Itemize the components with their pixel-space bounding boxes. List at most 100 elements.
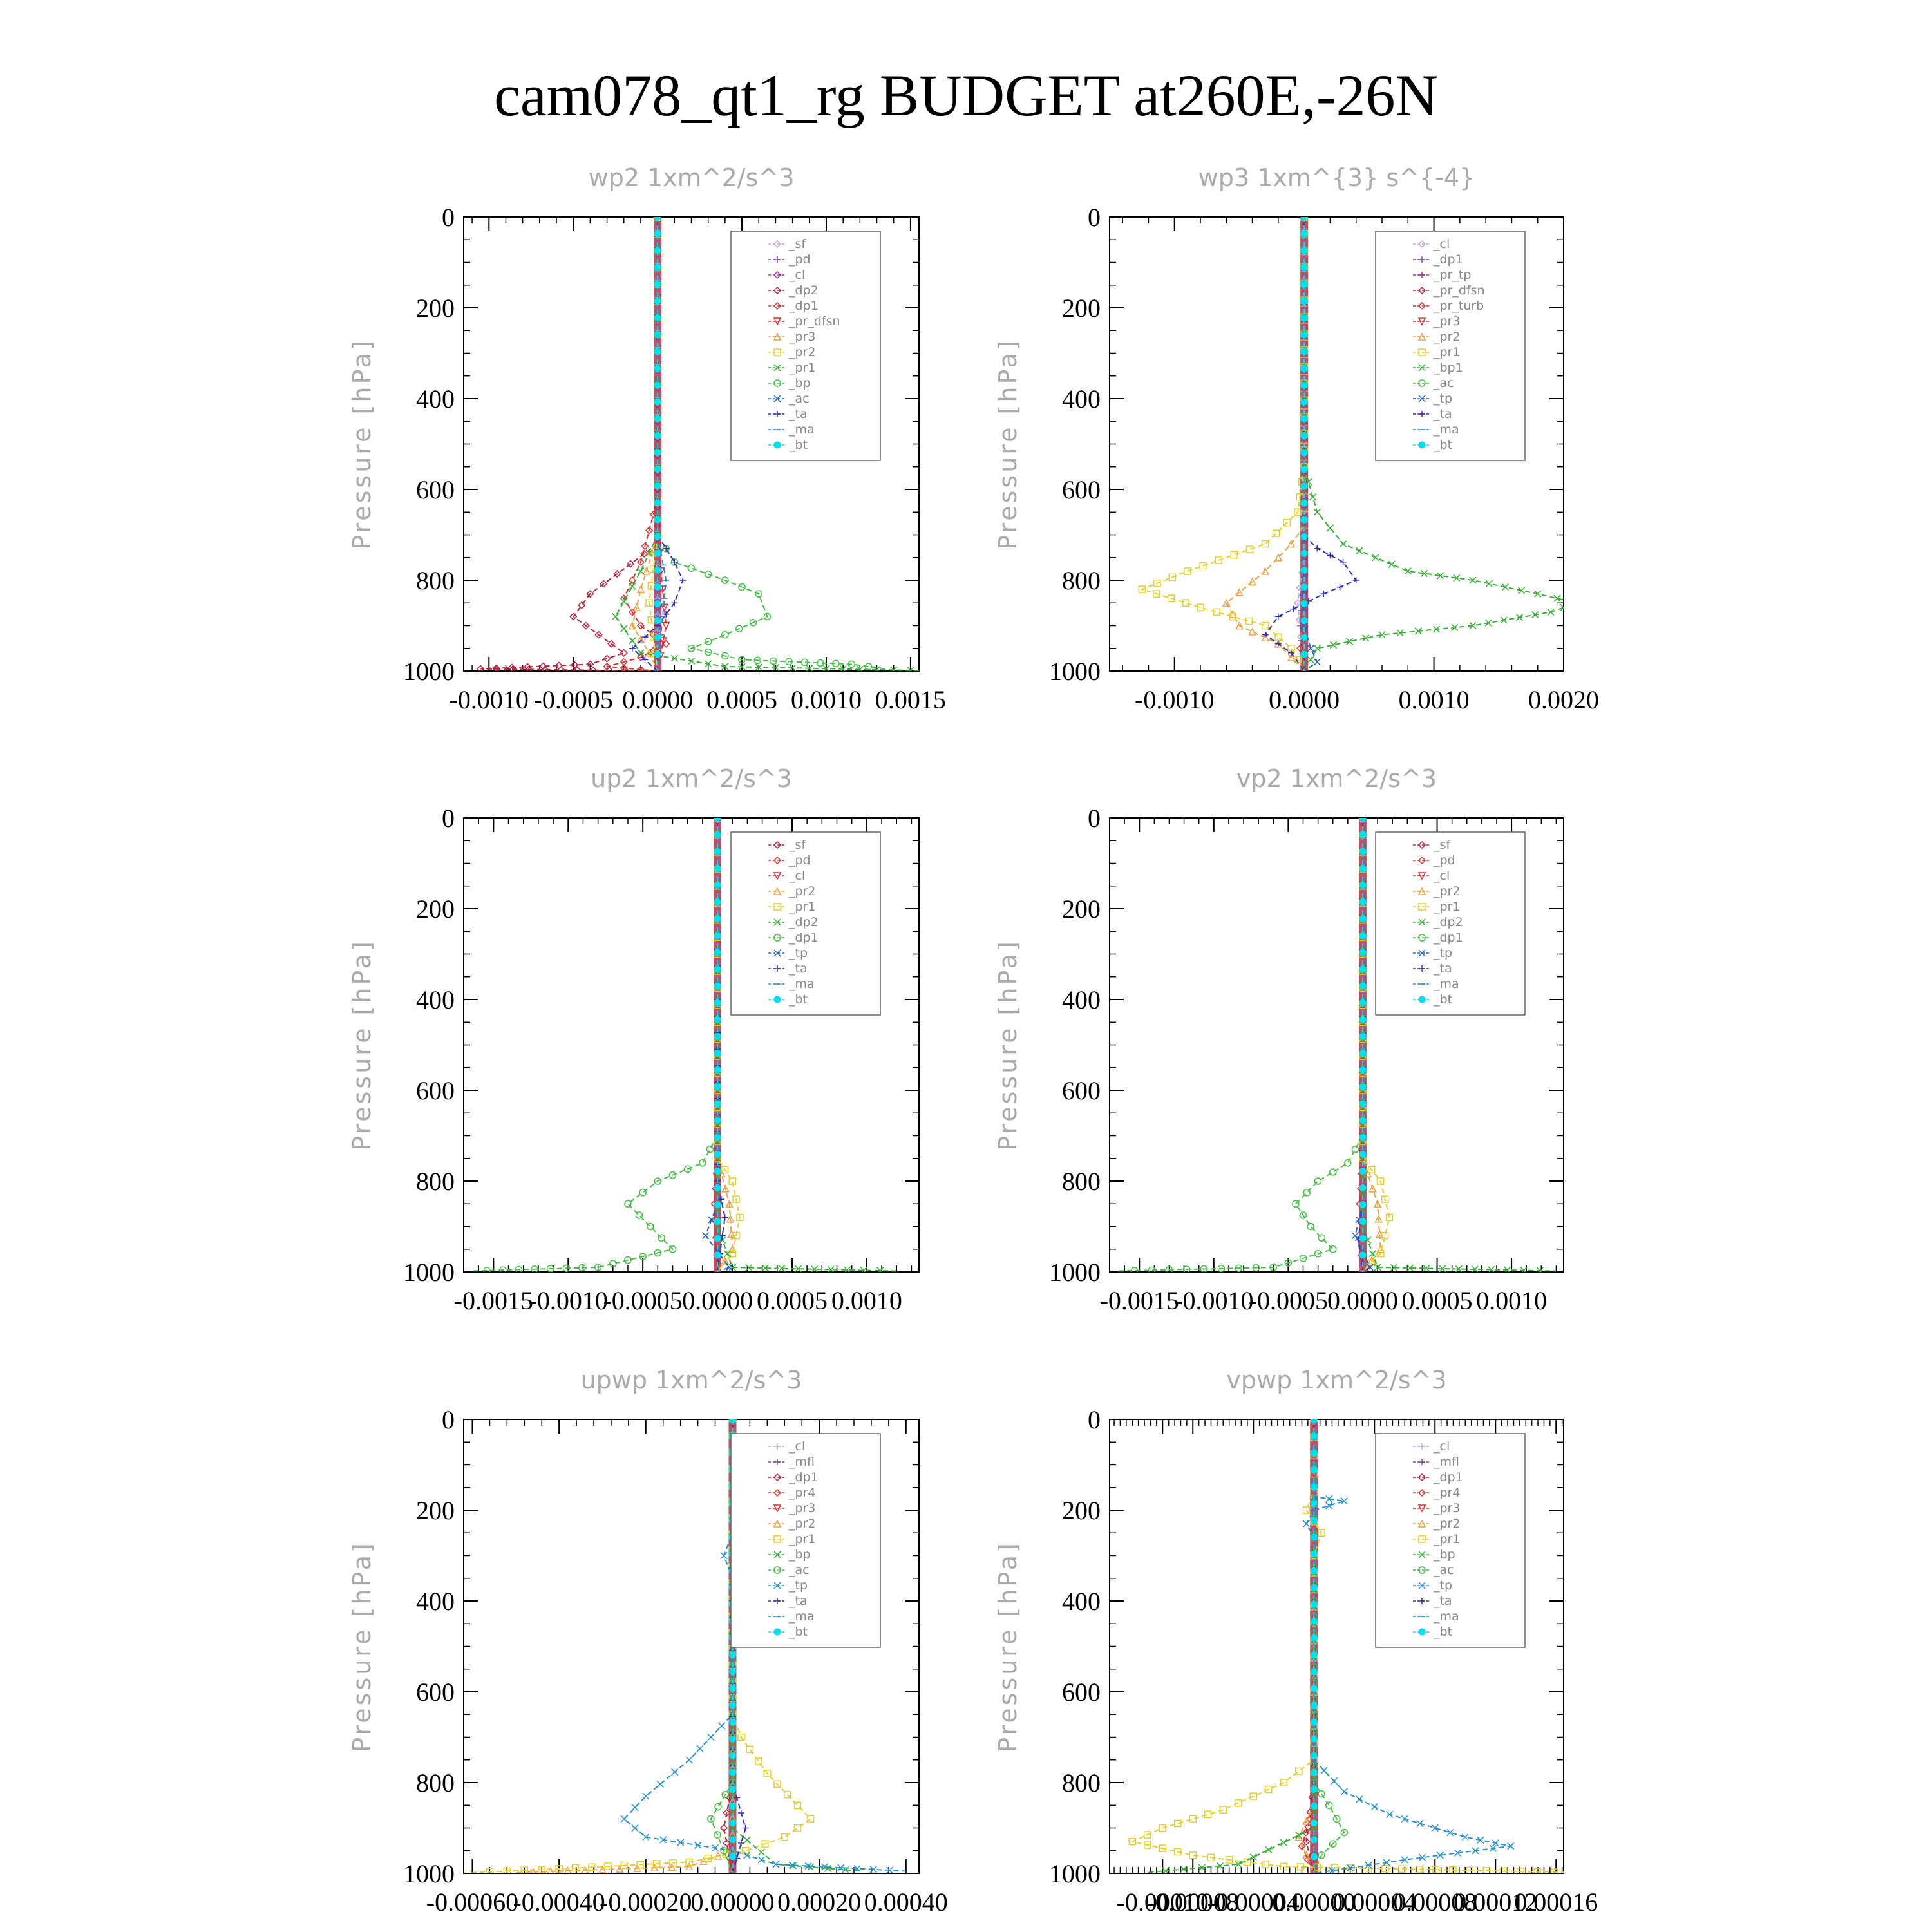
data-point [671,558,678,565]
data-point [1504,1266,1511,1272]
data-point [1340,558,1347,565]
x-tick-label: -0.0005 [534,685,613,714]
vp2-series-dp1-markers [1130,818,1367,1272]
data-point [785,658,793,666]
legend-marker [773,1488,782,1497]
legend-label: _bp1 [1433,361,1463,375]
data-point [745,1264,753,1272]
data-point [769,657,777,665]
legend-marker [773,1535,781,1543]
wp3-panel-title: wp3 1xm^{3} s^{-4} [1198,164,1475,192]
data-point [654,1249,662,1257]
data-point [704,570,712,578]
data-point [1229,612,1237,621]
data-point [1329,1840,1337,1848]
legend-marker [773,1473,782,1482]
data-point [714,881,721,889]
data-point [667,1862,676,1871]
data-point [1300,381,1308,389]
data-point [743,1836,751,1844]
data-point [654,449,661,457]
data-point [524,663,532,671]
data-point [738,663,746,671]
legend-marker [1419,1598,1425,1604]
data-point [1453,574,1461,582]
data-point [1560,603,1564,611]
data-point [1265,1785,1273,1794]
data-point [1300,549,1308,557]
data-point [1182,599,1190,607]
data-point [654,466,661,473]
legend-label: _ma [1433,977,1459,991]
data-point [1469,621,1477,630]
data-point [714,1083,721,1091]
data-point [788,1861,796,1869]
data-point [720,1551,728,1560]
data-point [1261,540,1269,548]
x-tick-label: -0.0015 [454,1286,533,1315]
data-point [1416,1819,1424,1827]
data-point [515,1265,523,1272]
data-point [728,1668,736,1676]
data-point [1359,965,1367,973]
data-point [1469,576,1477,584]
legend-marker [1419,411,1425,417]
legend-marker [1418,1535,1426,1543]
data-point [1283,518,1291,527]
data-point [1336,583,1343,591]
x-tick-label: 0.0020 [1528,685,1599,714]
data-point [1213,608,1220,616]
legend-label: _pr1 [1433,345,1460,359]
vp2-series-tp-line [1354,818,1371,1272]
data-point [1507,1842,1515,1850]
data-point [641,656,649,663]
data-point [598,1865,607,1873]
data-point [1363,1169,1372,1177]
data-point [1189,1852,1197,1859]
data-point [1262,1861,1269,1868]
data-point [811,1265,819,1272]
data-point [685,1858,693,1866]
data-point [1351,1145,1359,1153]
data-point [1222,598,1231,607]
data-point [1366,1264,1374,1271]
legend-marker [1418,949,1426,957]
y-tick-label: 1000 [1049,657,1101,686]
legend-label: _ta [788,961,808,976]
wp2-series-dp2-markers [477,217,662,671]
x-tick-label: 0.0005 [757,1286,828,1315]
data-point [662,621,670,630]
data-point [1347,1864,1356,1872]
data-point [1300,516,1308,524]
data-point [609,1260,617,1268]
data-point [1310,1567,1318,1575]
y-tick-label: 600 [416,475,455,504]
x-tick-label: -0.0010 [529,1286,608,1315]
data-point [755,1757,762,1765]
data-point [620,625,628,632]
legend-label: _cl [788,1439,805,1454]
legend-label: _ta [788,1594,808,1608]
y-tick-label: 1000 [403,657,455,686]
data-point [654,217,661,221]
x-tick-label: -0.00008 [1147,1888,1239,1917]
data-point [636,621,645,630]
data-point [669,1859,677,1867]
legend-label: _dp1 [1433,1470,1463,1484]
legend-label: _cl [1433,869,1450,883]
data-point [557,666,565,671]
data-point [654,1177,662,1185]
legend-label: _pd [788,853,811,867]
data-point [728,1701,736,1709]
legend-label: _pr1 [788,900,815,914]
data-point [654,230,661,238]
data-point [1517,1868,1524,1873]
data-point [728,1735,736,1743]
legend-label: _pr_tp [1433,268,1471,282]
data-point [860,1266,867,1272]
data-point [728,1803,736,1810]
data-point [1296,644,1305,652]
data-point [562,1264,571,1272]
data-point [671,1768,679,1776]
data-point [1204,1810,1212,1819]
